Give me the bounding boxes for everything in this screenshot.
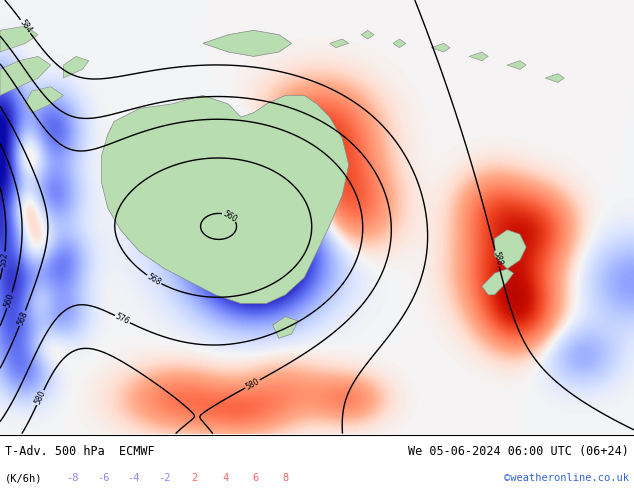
Polygon shape: [495, 230, 526, 269]
Text: ©weatheronline.co.uk: ©weatheronline.co.uk: [504, 473, 629, 483]
Polygon shape: [0, 56, 51, 96]
Text: 580: 580: [33, 389, 48, 406]
Polygon shape: [0, 26, 38, 52]
Text: T-Adv. 500 hPa  ECMWF: T-Adv. 500 hPa ECMWF: [5, 445, 155, 458]
Text: 8: 8: [283, 473, 289, 483]
Text: (K/6h): (K/6h): [5, 473, 42, 483]
Polygon shape: [273, 317, 298, 338]
Polygon shape: [25, 87, 63, 113]
Polygon shape: [469, 52, 488, 61]
Polygon shape: [431, 44, 450, 52]
Polygon shape: [330, 39, 349, 48]
Polygon shape: [507, 61, 526, 70]
Text: -2: -2: [158, 473, 171, 483]
Text: 4: 4: [222, 473, 228, 483]
Text: 568: 568: [16, 310, 29, 326]
Polygon shape: [545, 74, 564, 82]
Polygon shape: [203, 30, 292, 56]
Text: We 05-06-2024 06:00 UTC (06+24): We 05-06-2024 06:00 UTC (06+24): [408, 445, 629, 458]
Text: 552: 552: [0, 252, 10, 268]
Text: 568: 568: [146, 272, 163, 287]
Text: 560: 560: [221, 209, 238, 224]
Polygon shape: [393, 39, 406, 48]
Text: 576: 576: [114, 312, 131, 326]
Text: 580: 580: [244, 376, 261, 392]
Text: 560: 560: [3, 292, 16, 309]
Polygon shape: [482, 269, 514, 295]
Polygon shape: [101, 96, 349, 304]
Text: 584: 584: [18, 18, 34, 35]
Text: -4: -4: [127, 473, 140, 483]
Polygon shape: [361, 30, 374, 39]
Text: 588: 588: [491, 250, 503, 267]
Text: -6: -6: [97, 473, 110, 483]
Polygon shape: [63, 56, 89, 78]
Text: 6: 6: [252, 473, 259, 483]
Text: 2: 2: [191, 473, 198, 483]
Text: -8: -8: [67, 473, 79, 483]
